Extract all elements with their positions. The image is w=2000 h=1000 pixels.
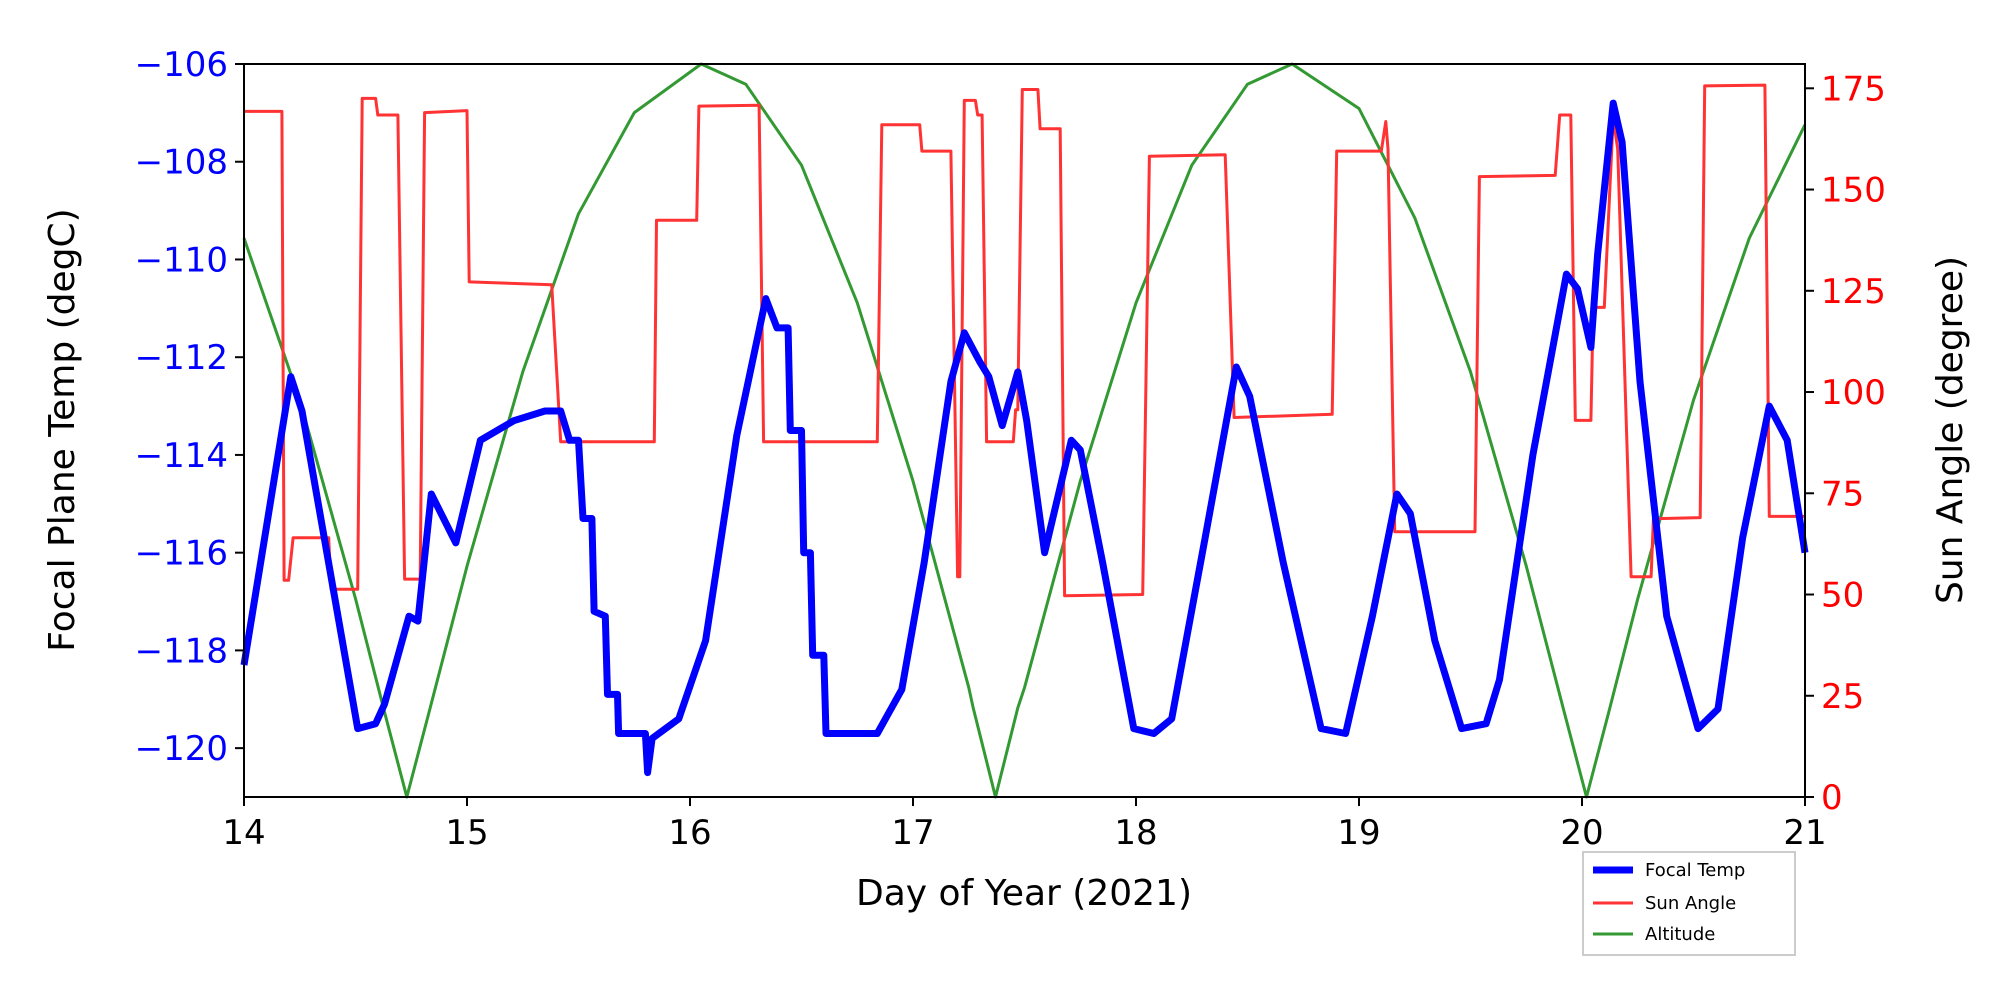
y-left-tick-label: −120 [135, 729, 228, 769]
x-tick-label: 16 [668, 813, 711, 853]
x-tick-label: 15 [445, 813, 488, 853]
x-tick-label: 19 [1337, 813, 1380, 853]
y-right-tick-label: 25 [1821, 677, 1864, 717]
y-right-tick-label: 125 [1821, 272, 1886, 312]
x-tick-label: 14 [222, 813, 265, 853]
y-right-tick-label: 0 [1821, 778, 1843, 818]
x-tick-label: 20 [1560, 813, 1603, 853]
legend-label-focal-temp: Focal Temp [1645, 860, 1745, 881]
y-right-tick-label: 75 [1821, 474, 1864, 514]
x-tick-label: 18 [1114, 813, 1157, 853]
x-axis-label: Day of Year (2021) [856, 873, 1192, 914]
y-left-tick-label: −112 [135, 338, 228, 378]
x-tick-label: 17 [891, 813, 934, 853]
y-left-tick-label: −110 [135, 240, 228, 280]
y-axis-label-left: Focal Plane Temp (degC) [42, 208, 83, 651]
legend: Focal Temp Sun Angle Altitude [1582, 851, 1796, 956]
legend-label-altitude: Altitude [1645, 924, 1715, 945]
y-left-tick-label: −114 [135, 436, 228, 476]
y-right-tick-label: 100 [1821, 373, 1886, 413]
y-left-tick-label: −118 [135, 631, 228, 671]
y-left-tick-label: −108 [135, 143, 228, 183]
ticks-layer: 14 15 16 17 18 19 20 21 −106 −108 −110 −112 −114 −116… [135, 45, 1886, 853]
y-right-tick-label: 175 [1821, 69, 1886, 109]
y-right-tick-label: 150 [1821, 171, 1886, 211]
x-tick-label: 21 [1783, 813, 1826, 853]
series-line-sun-angle [244, 83, 1805, 598]
series-line-altitude [242, 62, 1807, 799]
plot-frame [243, 63, 1806, 798]
legend-label-sun-angle: Sun Angle [1645, 893, 1736, 914]
y-right-tick-label: 50 [1821, 576, 1864, 616]
series-line-focal-temp [240, 99, 1809, 777]
y-left-tick-label: −116 [135, 534, 228, 574]
y-axis-label-right: Sun Angle (degree) [1930, 256, 1971, 604]
y-left-tick-label: −106 [135, 45, 228, 85]
series-layer [240, 62, 1809, 799]
